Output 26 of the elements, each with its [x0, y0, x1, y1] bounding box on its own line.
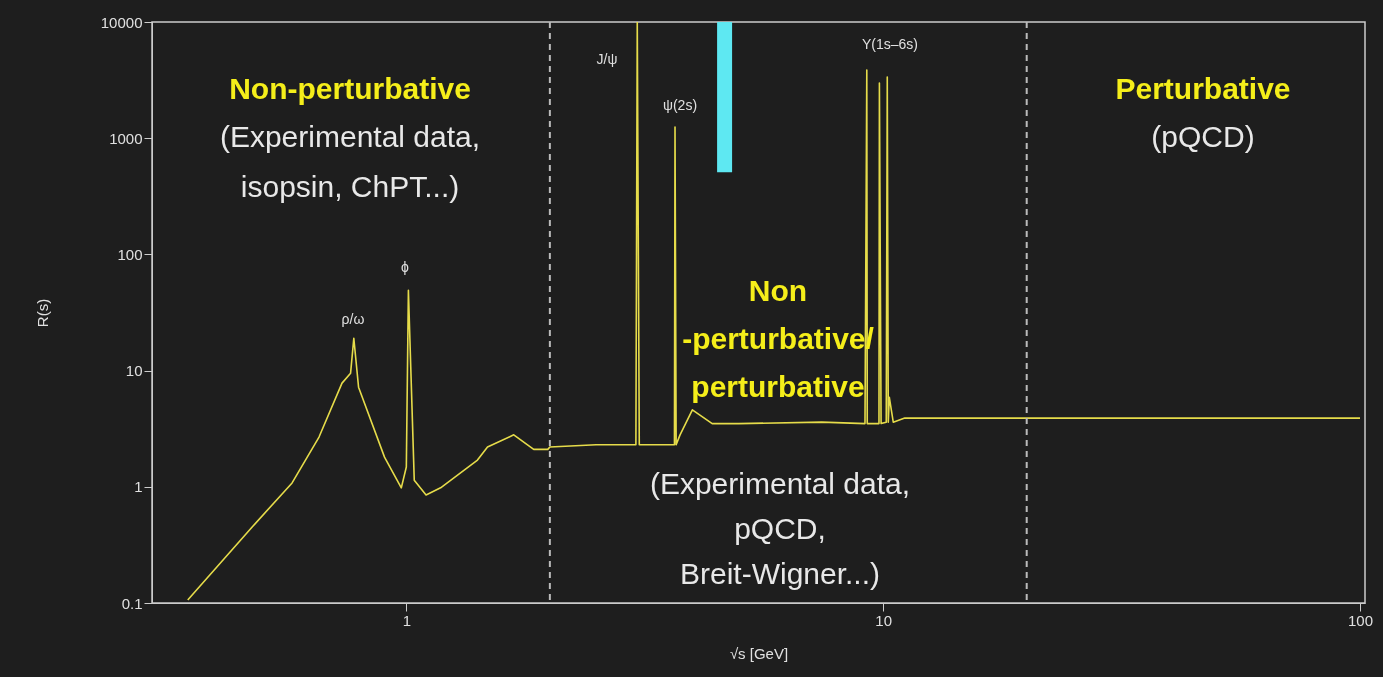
annotation: Perturbative: [1115, 72, 1291, 105]
y-tick-label: 1: [134, 478, 143, 496]
x-tick-label: 10: [875, 611, 893, 629]
x-tick-label: 100: [1347, 611, 1374, 629]
y-tick-label: 0.1: [121, 594, 143, 612]
x-axis-title: √s [GeV]: [729, 644, 789, 662]
annotation: Non: [748, 274, 808, 307]
annotation: (Experimental data,: [649, 467, 911, 500]
annotation: Non-perturbative: [229, 72, 471, 105]
annotation: ρ/ω: [341, 311, 365, 327]
y-tick-label: 10: [125, 362, 143, 380]
y-tick-label: 100: [117, 245, 143, 263]
annotation: (Experimental data,: [219, 120, 481, 153]
annotation: isopsin, ChPT...): [240, 170, 460, 203]
x-tick-label: 1: [402, 611, 411, 629]
annotation: J/ψ: [596, 51, 618, 67]
annotation: ϕ: [401, 259, 410, 275]
y-tick-label: 10000: [100, 13, 143, 31]
y-tick-label: 1000: [109, 129, 143, 147]
annotation: Breit-Wigner...): [679, 557, 881, 590]
annotation: perturbative: [691, 370, 865, 403]
annotation: pQCD,: [734, 512, 826, 545]
annotation: ψ(2s): [662, 97, 698, 113]
y-axis-title: R(s): [33, 298, 51, 328]
annotation: (pQCD): [1151, 120, 1255, 153]
annotation: Υ(1s–6s): [861, 36, 919, 52]
